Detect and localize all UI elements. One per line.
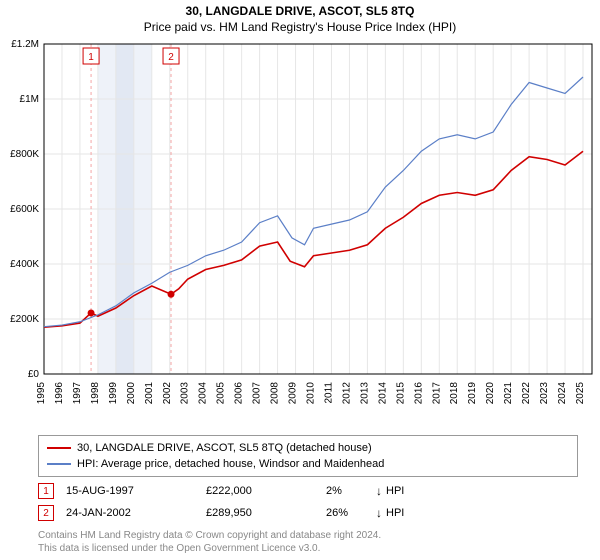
sale-date-1: 15-AUG-1997 — [66, 485, 206, 497]
svg-text:2013: 2013 — [359, 382, 370, 405]
svg-text:2003: 2003 — [180, 382, 191, 405]
svg-text:2: 2 — [168, 52, 174, 63]
svg-text:2012: 2012 — [341, 382, 352, 405]
svg-text:2016: 2016 — [413, 382, 424, 405]
legend-swatch-blue — [47, 463, 71, 465]
svg-text:1998: 1998 — [90, 382, 101, 405]
svg-text:1999: 1999 — [108, 382, 119, 405]
svg-text:2022: 2022 — [521, 382, 532, 405]
svg-text:2009: 2009 — [288, 382, 299, 405]
svg-text:1: 1 — [88, 52, 94, 63]
sale-price-1: £222,000 — [206, 485, 326, 497]
chart-legend: 30, LANGDALE DRIVE, ASCOT, SL5 8TQ (deta… — [38, 435, 578, 477]
sale-marker-2: 2 — [38, 505, 54, 521]
svg-text:£1.2M: £1.2M — [11, 39, 39, 50]
svg-text:2024: 2024 — [557, 382, 568, 405]
svg-text:1996: 1996 — [54, 382, 65, 405]
svg-text:1997: 1997 — [72, 382, 83, 405]
svg-text:2019: 2019 — [467, 382, 478, 405]
svg-text:2014: 2014 — [377, 382, 388, 405]
svg-text:2001: 2001 — [144, 382, 155, 405]
arrow-down-icon: ↓ — [376, 484, 382, 498]
svg-text:2020: 2020 — [485, 382, 496, 405]
svg-text:2015: 2015 — [395, 382, 406, 405]
svg-text:1995: 1995 — [36, 382, 47, 405]
svg-text:2007: 2007 — [252, 382, 263, 405]
sale-marker-1: 1 — [38, 483, 54, 499]
svg-text:2018: 2018 — [449, 382, 460, 405]
svg-text:£600K: £600K — [10, 204, 39, 215]
sale-vs-1: HPI — [386, 485, 404, 497]
svg-text:2000: 2000 — [126, 382, 137, 405]
footnote-1: Contains HM Land Registry data © Crown c… — [38, 530, 381, 541]
svg-text:2025: 2025 — [575, 382, 586, 405]
svg-text:2008: 2008 — [270, 382, 281, 405]
sale-pct-1: 2% — [326, 485, 376, 497]
svg-text:2017: 2017 — [431, 382, 442, 405]
arrow-down-icon: ↓ — [376, 506, 382, 520]
svg-text:2021: 2021 — [503, 382, 514, 405]
sale-row-2: 2 24-JAN-2002 £289,950 26% ↓ HPI — [38, 505, 404, 521]
svg-text:£400K: £400K — [10, 259, 39, 270]
sale-price-2: £289,950 — [206, 507, 326, 519]
page-title: 30, LANGDALE DRIVE, ASCOT, SL5 8TQ — [0, 0, 600, 18]
price-chart: £0 £200K £400K £600K £800K £1M £1.2M 1995 1996 19… — [0, 38, 600, 428]
svg-text:2004: 2004 — [198, 382, 209, 405]
svg-text:2010: 2010 — [306, 382, 317, 405]
svg-text:£0: £0 — [28, 369, 40, 380]
sale-vs-2: HPI — [386, 507, 404, 519]
svg-text:2006: 2006 — [234, 382, 245, 405]
svg-text:£200K: £200K — [10, 314, 39, 325]
footnote-2: This data is licensed under the Open Gov… — [38, 543, 320, 554]
sale-pct-2: 26% — [326, 507, 376, 519]
legend-label-red: 30, LANGDALE DRIVE, ASCOT, SL5 8TQ (deta… — [77, 442, 372, 454]
legend-label-blue: HPI: Average price, detached house, Wind… — [77, 458, 384, 470]
svg-text:£1M: £1M — [20, 94, 39, 105]
svg-text:2005: 2005 — [216, 382, 227, 405]
svg-text:2023: 2023 — [539, 382, 550, 405]
svg-text:2011: 2011 — [323, 382, 334, 404]
svg-text:£800K: £800K — [10, 149, 39, 160]
svg-text:2002: 2002 — [162, 382, 173, 405]
legend-swatch-red — [47, 447, 71, 449]
page-subtitle: Price paid vs. HM Land Registry's House … — [0, 18, 600, 38]
sale-row-1: 1 15-AUG-1997 £222,000 2% ↓ HPI — [38, 483, 404, 499]
sale-date-2: 24-JAN-2002 — [66, 507, 206, 519]
